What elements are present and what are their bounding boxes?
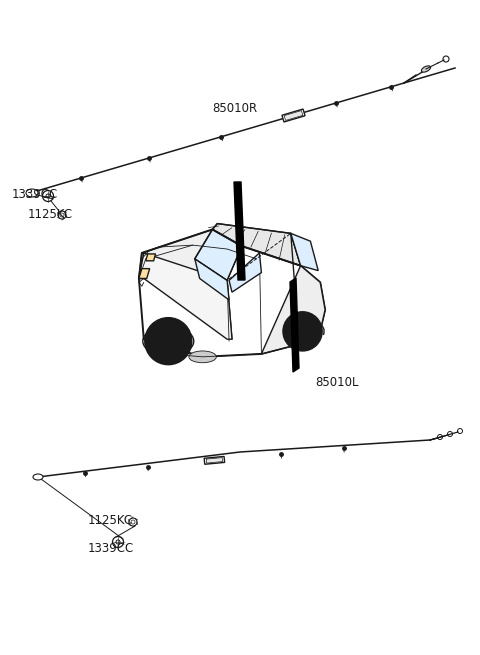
FancyBboxPatch shape [284,111,303,121]
Text: 1125KC: 1125KC [88,514,133,527]
Text: 1125KC: 1125KC [28,208,73,221]
Circle shape [160,333,176,349]
FancyBboxPatch shape [204,457,225,464]
Circle shape [145,318,192,365]
Polygon shape [146,254,156,261]
Ellipse shape [26,189,38,197]
Polygon shape [291,233,318,271]
Ellipse shape [189,351,216,363]
Polygon shape [290,278,299,372]
Ellipse shape [421,66,431,72]
Polygon shape [139,253,232,339]
Circle shape [290,318,315,344]
Circle shape [283,312,322,351]
Polygon shape [139,229,242,280]
Polygon shape [262,266,325,354]
FancyBboxPatch shape [282,109,305,122]
Circle shape [297,326,309,337]
Ellipse shape [33,474,43,480]
FancyBboxPatch shape [206,458,223,463]
Polygon shape [234,182,245,280]
Polygon shape [195,259,229,300]
Polygon shape [212,223,300,266]
Text: 1339CC: 1339CC [12,189,58,202]
Text: 85010L: 85010L [315,375,359,388]
Polygon shape [139,269,150,278]
Text: 1339CC: 1339CC [88,542,134,555]
Text: 85010R: 85010R [212,102,257,115]
Polygon shape [195,229,242,280]
Circle shape [153,326,184,357]
Polygon shape [229,253,262,292]
